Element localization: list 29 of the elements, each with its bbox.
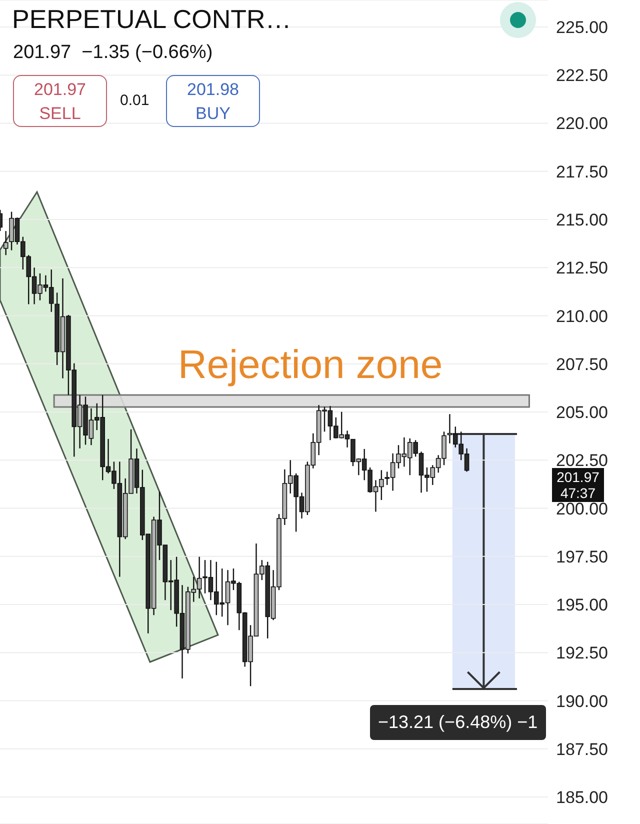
candlestick — [3, 230, 8, 256]
y-tick-label: 200.00 — [556, 499, 608, 518]
y-tick-label: 187.50 — [556, 740, 608, 759]
annotation: −13.21 (−6.48%) −1 — [370, 705, 546, 740]
y-tick-label: 210.00 — [556, 306, 608, 326]
y-tick-label: 215.00 — [556, 210, 608, 230]
annotation: 0.01 — [120, 92, 150, 109]
y-tick-label: 212.50 — [556, 258, 608, 278]
y-tick-label: 205.00 — [556, 403, 608, 422]
band-label: Rejection zone — [178, 343, 443, 388]
chart-title: PERPETUAL CONTR… — [12, 4, 292, 35]
y-tick-label: 225.00 — [556, 18, 608, 37]
y-tick-label: 190.00 — [556, 692, 608, 711]
text: 201.97 −1.35 (−0.66%) — [13, 42, 213, 64]
y-tick-label: 185.00 — [556, 788, 608, 808]
annotation: BUY — [194, 103, 232, 125]
text: 201.97 — [556, 469, 600, 485]
y-tick-label: 195.00 — [556, 596, 608, 615]
y-tick-label: 217.50 — [556, 162, 608, 182]
y-tick-label: 220.00 — [556, 114, 608, 134]
annotation: 201.98 — [186, 79, 240, 101]
y-tick-label: 192.50 — [556, 644, 608, 663]
annotation: SELL — [38, 103, 82, 125]
annotation: 201.97 — [33, 79, 87, 101]
y-tick-label: 207.50 — [556, 354, 608, 374]
y-tick-label: 222.50 — [556, 66, 608, 86]
y-tick-label: 197.50 — [556, 547, 608, 566]
y-tick-label: 202.50 — [556, 451, 608, 470]
text: 47:37 — [559, 485, 597, 501]
